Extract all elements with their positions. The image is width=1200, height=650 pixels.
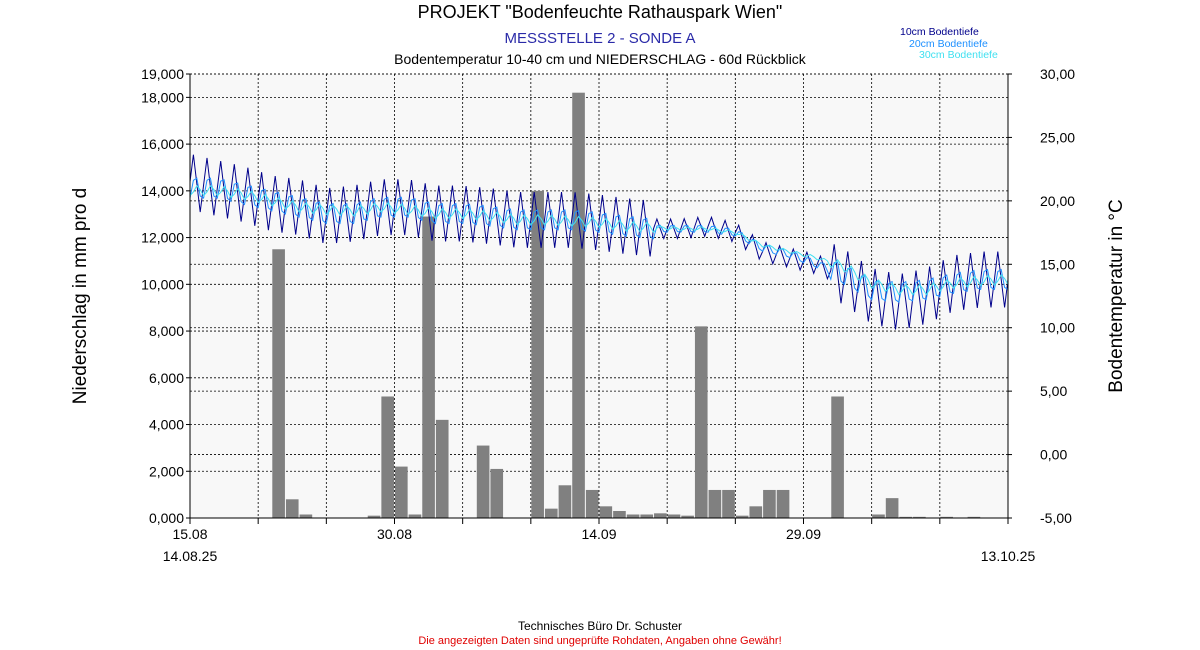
y-left-tick-label: 6,000 bbox=[149, 370, 184, 386]
precipitation-bar bbox=[913, 516, 926, 518]
legend-entry: 20cm Bodentiefe bbox=[909, 38, 988, 50]
precipitation-bar bbox=[872, 514, 885, 518]
precipitation-bar bbox=[381, 396, 394, 518]
precipitation-bar bbox=[367, 515, 381, 518]
y-right-tick-label: -5,00 bbox=[1040, 510, 1072, 526]
y-left-tick-label: 8,000 bbox=[149, 323, 184, 339]
y-right-tick-label: 15,00 bbox=[1040, 256, 1075, 272]
precipitation-bar bbox=[735, 515, 749, 518]
precipitation-bar bbox=[572, 92, 585, 519]
x-tick-label: 14.09 bbox=[581, 526, 616, 542]
y-left-tick-label: 12,000 bbox=[141, 230, 184, 246]
y-left-tick-label: 4,000 bbox=[149, 417, 184, 433]
y-right-tick-label: 10,00 bbox=[1040, 320, 1075, 336]
y-left-tick-label: 14,000 bbox=[141, 183, 184, 199]
temperature-series-line bbox=[189, 154, 1009, 330]
precipitation-bar bbox=[558, 485, 572, 518]
footer-company: Technisches Büro Dr. Schuster bbox=[517, 619, 683, 633]
precipitation-bar bbox=[395, 466, 408, 518]
precipitation-bar bbox=[885, 498, 899, 518]
y-left-tick-label: 18,000 bbox=[141, 89, 184, 105]
x-tick-label-date: 13.10.25 bbox=[981, 548, 1036, 564]
precipitation-bar bbox=[763, 489, 776, 518]
precipitation-bar bbox=[640, 514, 654, 518]
precipitation-bar bbox=[626, 514, 640, 518]
precipitation-bar bbox=[694, 326, 708, 518]
temperature-lines bbox=[189, 154, 1009, 330]
precipitation-bar bbox=[435, 419, 449, 518]
precipitation-bar bbox=[940, 516, 953, 518]
chart-subtitle: MESSSTELLE 2 - SONDE A bbox=[504, 30, 696, 47]
y-left-tick-label: 10,000 bbox=[141, 276, 184, 292]
y-axis-right-label: Bodentemperatur in °C bbox=[1106, 199, 1127, 392]
axes: 0,000 2,000 4,000 6,000 8,000 10,000 12,000 14,… bbox=[141, 66, 1075, 564]
y-left-tick-label: 16,000 bbox=[141, 136, 184, 152]
precipitation-bar bbox=[681, 515, 694, 518]
precipitation-bar bbox=[708, 489, 722, 518]
footer-disclaimer: Die angezeigten Daten sind ungeprüfte Ro… bbox=[418, 635, 782, 647]
precipitation-bar bbox=[722, 489, 735, 518]
chart-description: Bodentemperatur 10-40 cm und NIEDERSCHLA… bbox=[394, 51, 806, 67]
y-right-tick-label: 30,00 bbox=[1040, 66, 1075, 82]
precipitation-bar bbox=[531, 190, 544, 518]
temperature-series-line bbox=[189, 177, 1009, 303]
y-right-tick-label: 0,00 bbox=[1040, 447, 1067, 463]
precipitation-bar bbox=[599, 506, 613, 518]
precipitation-bar bbox=[299, 514, 313, 518]
x-tick-label: 15.08 bbox=[172, 526, 207, 542]
precipitation-bar bbox=[831, 396, 844, 518]
precipitation-bar bbox=[285, 499, 299, 518]
y-left-tick-label: 2,000 bbox=[149, 463, 184, 479]
precipitation-bar bbox=[476, 445, 490, 518]
precipitation-bar bbox=[654, 513, 667, 518]
chart: 0,000 2,000 4,000 6,000 8,000 10,000 12,000 14,… bbox=[70, 26, 1127, 564]
precipitation-bar bbox=[899, 516, 913, 518]
chart-title: PROJEKT "Bodenfeuchte Rathauspark Wien" bbox=[417, 2, 783, 22]
precipitation-bar bbox=[422, 216, 435, 518]
precipitation-bar bbox=[613, 510, 626, 518]
x-tick-label-date: 14.08.25 bbox=[163, 548, 218, 564]
y-axis-left-label: Niederschlag in mm pro d bbox=[70, 188, 91, 404]
precipitation-bars bbox=[272, 92, 981, 519]
y-right-tick-label: 25,00 bbox=[1040, 129, 1075, 145]
precipitation-bar bbox=[490, 468, 504, 518]
grid bbox=[190, 73, 1008, 519]
y-left-tick-label: 0,000 bbox=[149, 510, 184, 526]
temperature-series-line bbox=[189, 184, 1009, 296]
precipitation-bar bbox=[272, 249, 285, 518]
y-right-tick-label: 20,00 bbox=[1040, 193, 1075, 209]
y-right-tick-label: 5,00 bbox=[1040, 383, 1067, 399]
x-tick-label: 29.09 bbox=[786, 526, 821, 542]
precipitation-bar bbox=[667, 514, 681, 518]
precipitation-bar bbox=[776, 489, 790, 518]
precipitation-bar bbox=[749, 506, 763, 518]
x-tick-label: 30.08 bbox=[377, 526, 412, 542]
precipitation-bar bbox=[408, 514, 422, 518]
y-left-tick-label: 19,000 bbox=[141, 66, 184, 82]
precipitation-bar bbox=[585, 489, 599, 518]
legend-entry: 30cm Bodentiefe bbox=[919, 49, 998, 61]
legend-entry: 10cm Bodentiefe bbox=[900, 26, 979, 38]
precipitation-bar bbox=[544, 508, 558, 518]
precipitation-bar bbox=[967, 516, 981, 518]
